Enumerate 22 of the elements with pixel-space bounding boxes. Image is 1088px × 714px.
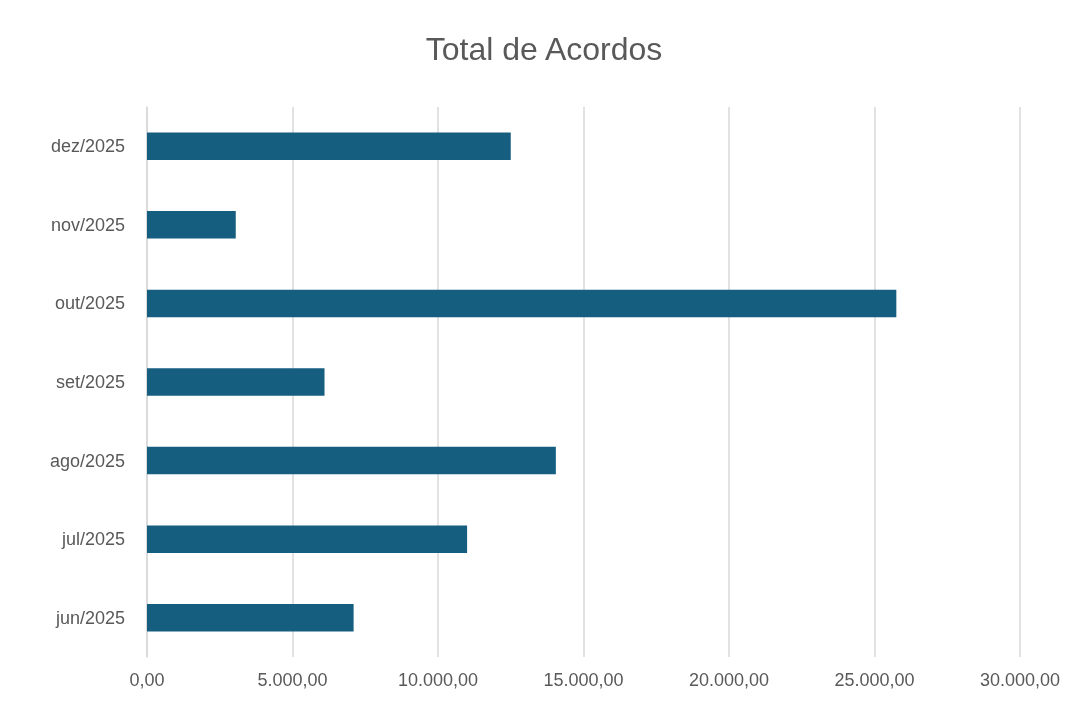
bar bbox=[147, 368, 325, 396]
bar bbox=[147, 603, 354, 632]
bar bbox=[147, 289, 897, 318]
y-tick-label: dez/2025 bbox=[50, 136, 125, 157]
bar bbox=[147, 211, 236, 239]
y-tick-label: set/2025 bbox=[55, 372, 125, 392]
x-tick-label: 25.000,00 bbox=[834, 670, 915, 690]
bar bbox=[147, 446, 556, 475]
chart-title: Total de Acordos bbox=[425, 31, 663, 67]
x-tick-label: 0,00 bbox=[129, 670, 165, 690]
y-tick-label: jul/2025 bbox=[60, 529, 125, 550]
y-tick-label: jun/2025 bbox=[54, 607, 125, 628]
bar bbox=[147, 132, 511, 161]
bar bbox=[147, 525, 468, 553]
x-tick-label: 30.000,00 bbox=[979, 670, 1061, 690]
x-tick-label: 10.000,00 bbox=[397, 670, 479, 690]
x-tick-label: 15.000,00 bbox=[543, 670, 624, 690]
y-tick-label: out/2025 bbox=[54, 293, 125, 314]
x-tick-label: 20.000,00 bbox=[688, 670, 770, 690]
y-tick-label: ago/2025 bbox=[49, 450, 125, 471]
x-tick-label: 5.000,00 bbox=[257, 670, 328, 690]
y-tick-label: nov/2025 bbox=[50, 214, 125, 235]
